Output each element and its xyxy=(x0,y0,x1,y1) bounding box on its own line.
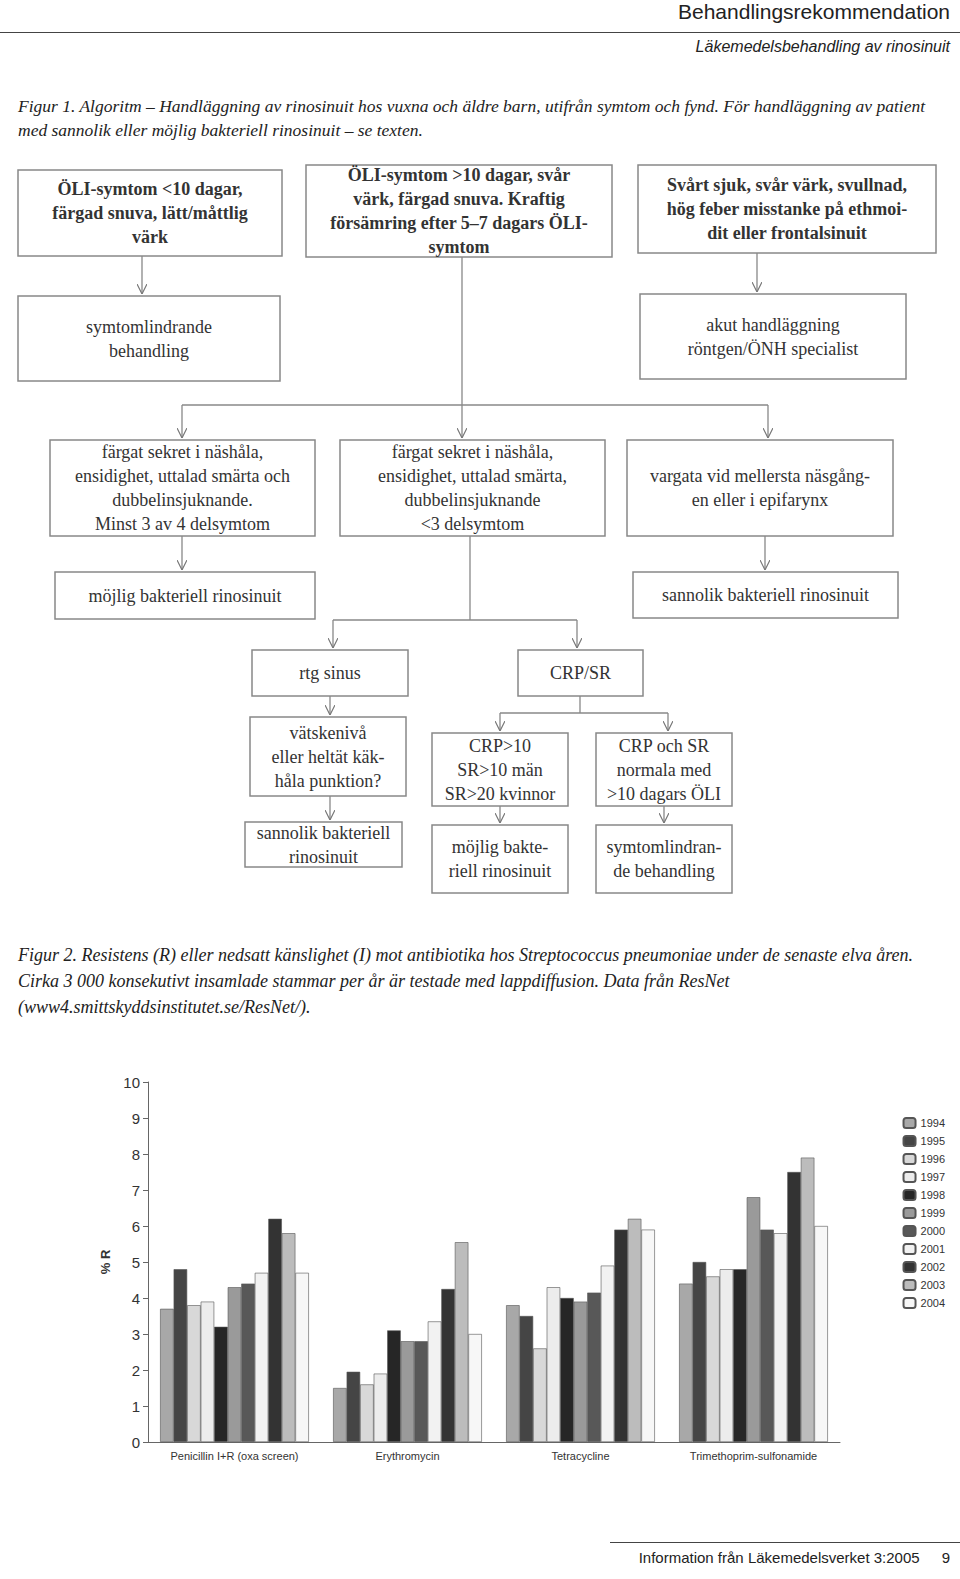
svg-text:2003: 2003 xyxy=(921,1279,945,1291)
svg-text:CRP>10SR>10 mänSR>20 kvinnor: CRP>10SR>10 mänSR>20 kvinnor xyxy=(445,736,556,804)
svg-text:10: 10 xyxy=(123,1074,140,1091)
html-text:Läkemedelsbehandling av rinosi: Läkemedelsbehandling av rinosinuit xyxy=(695,38,950,55)
svg-text:Svårt sjuk, svår värk, svullna: Svårt sjuk, svår värk, svullnad,hög febe… xyxy=(667,175,908,243)
svg-text:3: 3 xyxy=(132,1326,140,1343)
svg-text:färgat sekret i näshåla,ensidi: färgat sekret i näshåla,ensidighet, utta… xyxy=(75,442,290,534)
svg-text:möjlig bakteriell rinosinuit: möjlig bakteriell rinosinuit xyxy=(89,586,282,606)
svg-text:5: 5 xyxy=(132,1254,140,1271)
html-text:Information från Läkemedelsver: Information från Läkemedelsverket 3:2005 xyxy=(638,1549,920,1566)
svg-text:Trimethoprim-sulfonamide: Trimethoprim-sulfonamide xyxy=(690,1450,817,1462)
svg-text:ÖLI-symtom <10 dagar,färgad sn: ÖLI-symtom <10 dagar,färgad snuva, lätt/… xyxy=(52,179,248,247)
svg-text:vätskenivåeller heltät käk-hål: vätskenivåeller heltät käk-håla punktion… xyxy=(272,723,385,791)
svg-text:0: 0 xyxy=(132,1434,140,1451)
svg-text:sannolik bakteriellrinosinuit: sannolik bakteriellrinosinuit xyxy=(257,823,390,867)
html-text:Figur 1. Algoritm – Handläggni: Figur 1. Algoritm – Handläggning av rino… xyxy=(18,96,925,140)
svg-text:sannolik bakteriell rinosinuit: sannolik bakteriell rinosinuit xyxy=(662,585,869,605)
svg-text:symtomlindrandebehandling: symtomlindrandebehandling xyxy=(86,317,212,361)
svg-text:7: 7 xyxy=(132,1182,140,1199)
svg-text:1998: 1998 xyxy=(921,1189,945,1201)
svg-text:2001: 2001 xyxy=(921,1243,945,1255)
svg-text:CRP/SR: CRP/SR xyxy=(550,663,611,683)
svg-text:möjlig bakte-riell rinosinuit: möjlig bakte-riell rinosinuit xyxy=(449,837,552,881)
svg-text:CRP och SRnormala med>10 dagar: CRP och SRnormala med>10 dagars ÖLI xyxy=(607,736,721,804)
svg-text:1: 1 xyxy=(132,1398,140,1415)
svg-text:rtg sinus: rtg sinus xyxy=(299,663,361,683)
svg-text:6: 6 xyxy=(132,1218,140,1235)
svg-text:akut handläggningröntgen/ÖNH s: akut handläggningröntgen/ÖNH specialist xyxy=(688,315,858,359)
svg-text:2004: 2004 xyxy=(921,1297,945,1309)
svg-text:2: 2 xyxy=(132,1362,140,1379)
svg-text:% R: % R xyxy=(98,1249,113,1274)
svg-text:vargata vid mellersta näsgång-: vargata vid mellersta näsgång-en eller i… xyxy=(650,466,870,510)
svg-text:ÖLI-symtom >10 dagar, svårvärk: ÖLI-symtom >10 dagar, svårvärk, färgad s… xyxy=(330,165,588,257)
svg-text:1996: 1996 xyxy=(921,1153,945,1165)
html-text:Behandlingsrekommendation: Behandlingsrekommendation xyxy=(678,0,950,23)
svg-text:1997: 1997 xyxy=(921,1171,945,1183)
svg-text:Tetracycline: Tetracycline xyxy=(551,1450,609,1462)
svg-text:4: 4 xyxy=(132,1290,140,1307)
svg-text:2002: 2002 xyxy=(921,1261,945,1273)
svg-text:symtomlindran-de behandling: symtomlindran-de behandling xyxy=(607,837,722,881)
svg-text:2000: 2000 xyxy=(921,1225,945,1237)
svg-text:1994: 1994 xyxy=(921,1117,945,1129)
svg-text:1995: 1995 xyxy=(921,1135,945,1147)
svg-text:Erythromycin: Erythromycin xyxy=(375,1450,439,1462)
html-text:9: 9 xyxy=(941,1549,950,1566)
svg-text:9: 9 xyxy=(132,1110,140,1127)
svg-text:1999: 1999 xyxy=(921,1207,945,1219)
svg-text:Penicillin I+R (oxa screen): Penicillin I+R (oxa screen) xyxy=(170,1450,298,1462)
svg-text:färgat sekret i näshåla,ensidi: färgat sekret i näshåla,ensidighet, utta… xyxy=(378,442,567,534)
html-text:Figur 2. Resistens (R) eller n: Figur 2. Resistens (R) eller nedsatt kän… xyxy=(18,945,913,1017)
svg-text:8: 8 xyxy=(132,1146,140,1163)
